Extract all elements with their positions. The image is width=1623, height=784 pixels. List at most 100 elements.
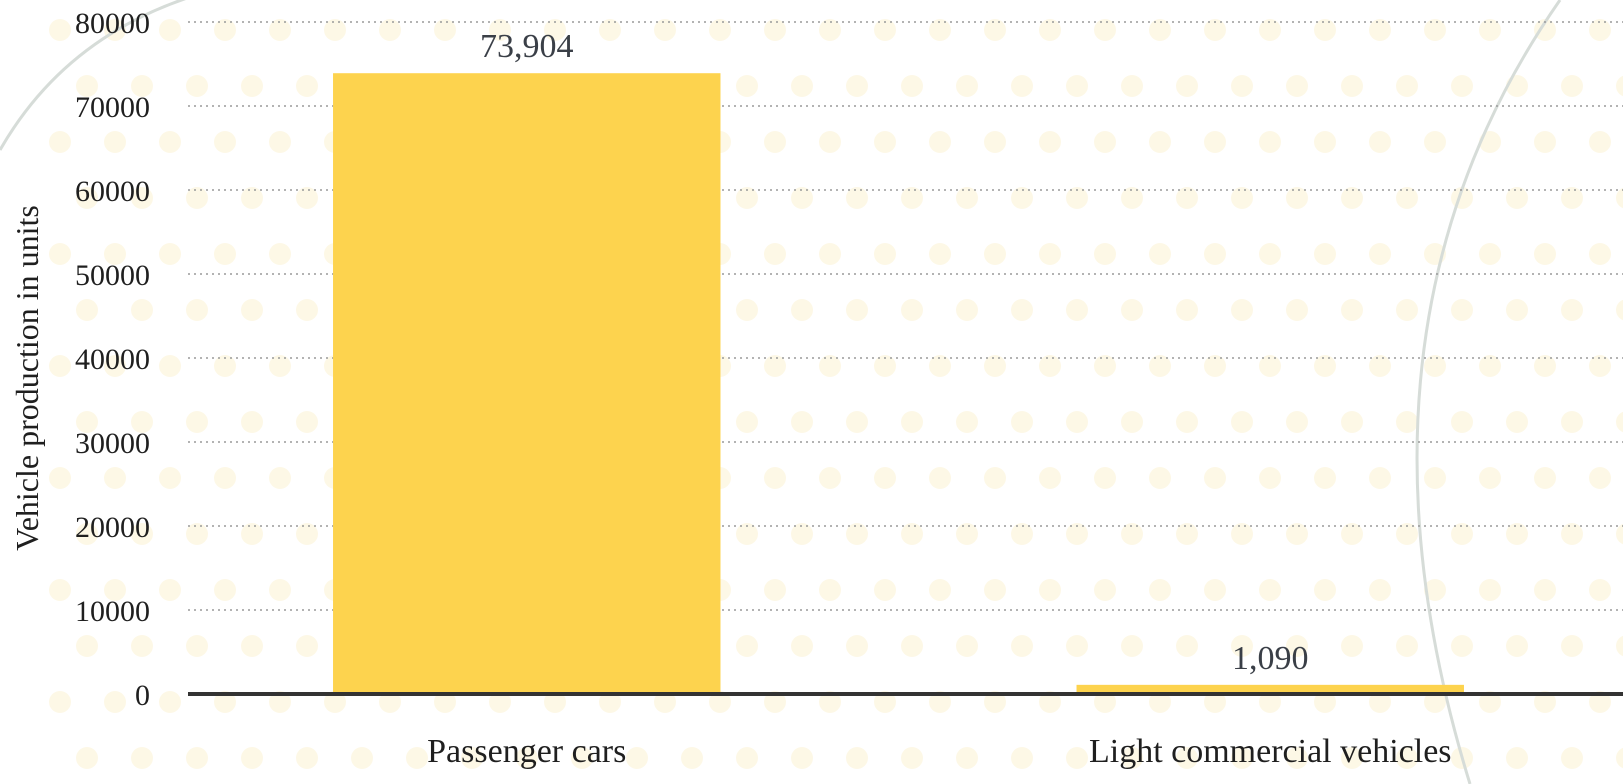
background-dot	[324, 691, 346, 713]
background-dot	[1424, 467, 1446, 489]
background-dot	[269, 355, 291, 377]
background-dot	[1094, 691, 1116, 713]
background-dot	[1534, 355, 1556, 377]
background-dot	[626, 747, 648, 769]
background-dot	[186, 187, 208, 209]
background-dot	[1369, 19, 1391, 41]
background-dot	[599, 19, 621, 41]
background-dot	[1479, 19, 1501, 41]
x-category-label: Light commercial vehicles	[1089, 733, 1452, 770]
background-dot	[269, 131, 291, 153]
background-dot	[1066, 411, 1088, 433]
background-dot	[874, 467, 896, 489]
background-dot	[1204, 243, 1226, 265]
background-dot	[1479, 579, 1501, 601]
background-dot	[1039, 467, 1061, 489]
background-dot	[1121, 411, 1143, 433]
background-dot	[131, 75, 153, 97]
bar-value-label: 1,090	[1232, 640, 1309, 677]
background-dot	[1616, 75, 1623, 97]
background-dot	[1204, 467, 1226, 489]
background-dot	[296, 635, 318, 657]
background-dot	[764, 19, 786, 41]
background-dot	[1176, 411, 1198, 433]
background-dot	[1231, 299, 1253, 321]
background-dot	[984, 243, 1006, 265]
background-dot	[956, 299, 978, 321]
background-dot	[1314, 19, 1336, 41]
background-dot	[1259, 579, 1281, 601]
y-tick-label: 60000	[75, 175, 150, 208]
background-dot	[1231, 75, 1253, 97]
background-dot	[49, 131, 71, 153]
background-dot	[1314, 467, 1336, 489]
background-dot	[846, 635, 868, 657]
background-dot	[956, 187, 978, 209]
background-dot	[984, 691, 1006, 713]
background-dot	[736, 75, 758, 97]
background-dot	[654, 19, 676, 41]
background-dot	[819, 131, 841, 153]
background-dot	[1039, 691, 1061, 713]
background-dot	[1176, 523, 1198, 545]
grid-lines	[188, 21, 1623, 611]
background-dot	[956, 747, 978, 769]
background-dot	[1451, 523, 1473, 545]
background-dot	[1561, 75, 1583, 97]
background-dot	[131, 299, 153, 321]
background-dot	[49, 691, 71, 713]
background-dot	[1341, 523, 1363, 545]
background-dot	[1396, 75, 1418, 97]
background-dot	[764, 579, 786, 601]
background-dot	[1314, 131, 1336, 153]
background-dot	[1396, 187, 1418, 209]
background-dot	[1286, 187, 1308, 209]
background-dot	[1451, 299, 1473, 321]
background-dot	[241, 747, 263, 769]
background-dot	[159, 19, 181, 41]
background-dot	[76, 411, 98, 433]
background-dot	[104, 131, 126, 153]
background-dot	[1396, 411, 1418, 433]
background-dot	[351, 747, 373, 769]
background-dot	[819, 579, 841, 601]
background-dot	[49, 579, 71, 601]
background-dot	[874, 19, 896, 41]
background-dot	[1561, 411, 1583, 433]
bar	[1076, 684, 1464, 694]
background-dot	[1204, 131, 1226, 153]
background-dot	[1561, 523, 1583, 545]
background-dot	[764, 131, 786, 153]
background-dot	[1039, 355, 1061, 377]
background-dot	[1314, 579, 1336, 601]
background-dot	[1286, 635, 1308, 657]
x-axis-categories: Passenger cars Light commercial vehicles	[427, 733, 1451, 770]
background-dot	[1066, 635, 1088, 657]
background-dot	[1451, 635, 1473, 657]
background-dot	[1341, 635, 1363, 657]
background-dot	[901, 747, 923, 769]
background-dot	[1589, 355, 1611, 377]
background-dot	[791, 299, 813, 321]
background-dot	[1259, 467, 1281, 489]
background-dot	[159, 579, 181, 601]
background-dot	[984, 131, 1006, 153]
background-dot	[1231, 187, 1253, 209]
background-dot	[1066, 187, 1088, 209]
background-dot	[984, 355, 1006, 377]
background-dot	[929, 243, 951, 265]
background-dot	[1231, 747, 1253, 769]
background-dot	[131, 411, 153, 433]
background-dot	[434, 19, 456, 41]
background-dot	[131, 747, 153, 769]
background-dot	[1396, 523, 1418, 545]
background-dot	[1589, 467, 1611, 489]
background-dot	[1176, 75, 1198, 97]
background-dot	[1534, 579, 1556, 601]
bar	[333, 73, 721, 694]
y-tick-label: 20000	[75, 511, 150, 544]
background-dot	[874, 579, 896, 601]
background-dot	[214, 691, 236, 713]
background-dot	[929, 19, 951, 41]
